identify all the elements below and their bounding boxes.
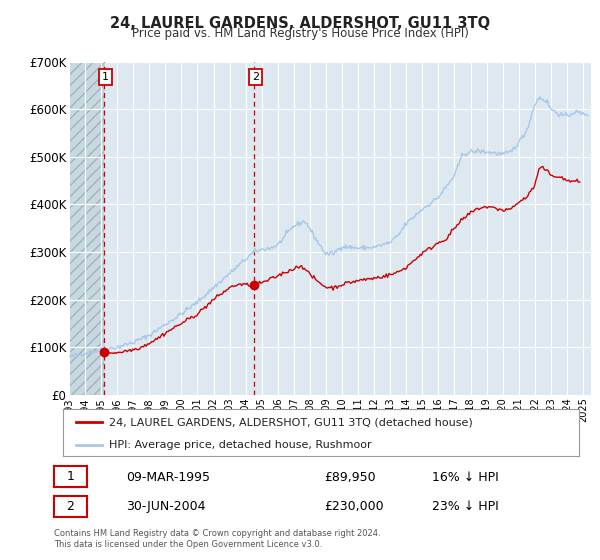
Text: 30-JUN-2004: 30-JUN-2004 bbox=[126, 500, 205, 514]
Text: 2: 2 bbox=[252, 72, 259, 82]
Bar bbox=[69, 62, 104, 395]
Text: HPI: Average price, detached house, Rushmoor: HPI: Average price, detached house, Rush… bbox=[109, 440, 372, 450]
Text: £230,000: £230,000 bbox=[324, 500, 383, 514]
Bar bbox=[69, 62, 104, 395]
Text: £89,950: £89,950 bbox=[324, 470, 376, 484]
Text: Contains HM Land Registry data © Crown copyright and database right 2024.
This d: Contains HM Land Registry data © Crown c… bbox=[54, 529, 380, 549]
Text: 24, LAUREL GARDENS, ALDERSHOT, GU11 3TQ: 24, LAUREL GARDENS, ALDERSHOT, GU11 3TQ bbox=[110, 16, 490, 31]
Text: 1: 1 bbox=[67, 470, 74, 483]
Text: 1: 1 bbox=[102, 72, 109, 82]
Text: 23% ↓ HPI: 23% ↓ HPI bbox=[432, 500, 499, 514]
Text: 16% ↓ HPI: 16% ↓ HPI bbox=[432, 470, 499, 484]
Text: 24, LAUREL GARDENS, ALDERSHOT, GU11 3TQ (detached house): 24, LAUREL GARDENS, ALDERSHOT, GU11 3TQ … bbox=[109, 417, 473, 427]
Text: 09-MAR-1995: 09-MAR-1995 bbox=[126, 470, 210, 484]
Text: 2: 2 bbox=[67, 500, 74, 513]
Text: Price paid vs. HM Land Registry's House Price Index (HPI): Price paid vs. HM Land Registry's House … bbox=[131, 27, 469, 40]
